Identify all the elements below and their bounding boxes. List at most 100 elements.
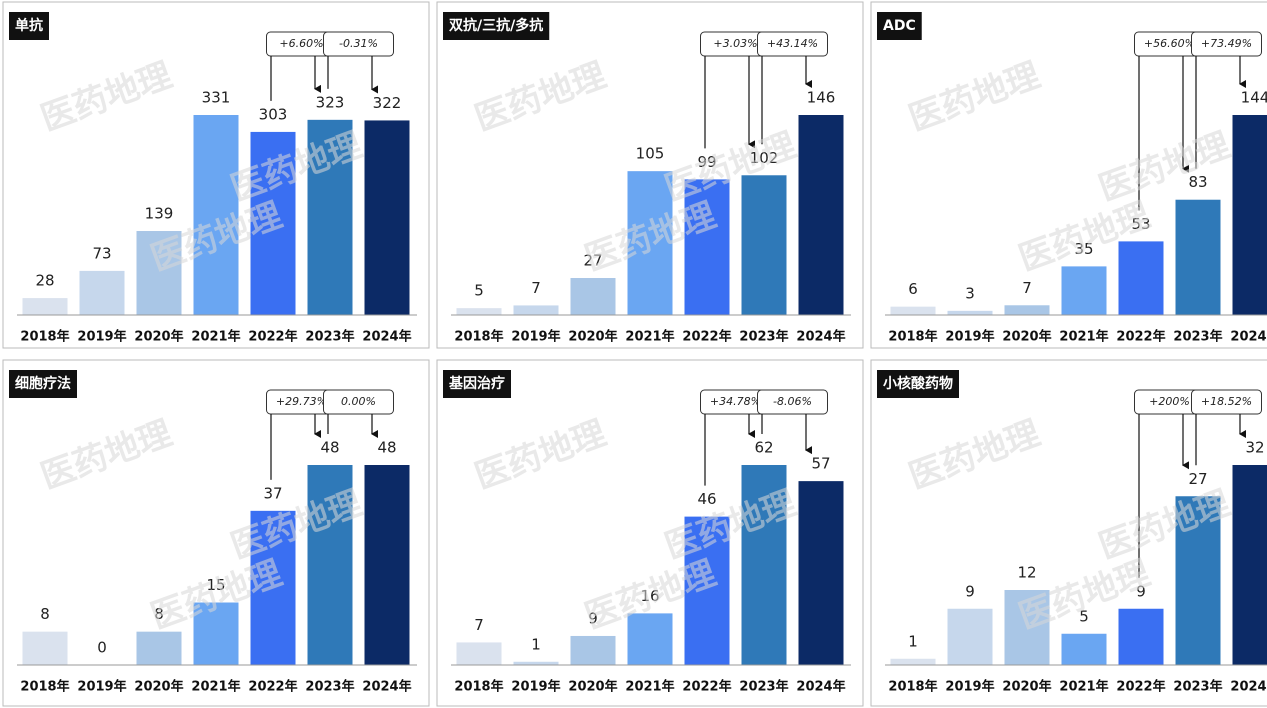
x-tick-label: 2018年 <box>454 679 503 695</box>
bar <box>1061 266 1107 315</box>
bar <box>193 115 239 315</box>
value-label: 15 <box>206 576 225 594</box>
annotation: +3.03% <box>713 37 757 50</box>
value-label: 1 <box>908 632 918 650</box>
chart-title: 基因治疗 <box>449 375 505 392</box>
x-tick-label: 2019年 <box>511 329 560 345</box>
panel-border <box>2 1 430 349</box>
x-tick-label: 2022年 <box>682 679 731 695</box>
bar <box>741 175 787 315</box>
x-tick-label: 2023年 <box>305 329 354 345</box>
value-label: 27 <box>1188 470 1207 488</box>
value-label: 146 <box>807 89 836 107</box>
x-tick-label: 2020年 <box>134 329 183 345</box>
x-tick-label: 2021年 <box>625 329 674 345</box>
x-tick-label: 2020年 <box>1002 329 1051 345</box>
x-tick-label: 2020年 <box>568 679 617 695</box>
x-tick-label: 2024年 <box>362 329 411 345</box>
x-tick-label: 2019年 <box>77 679 126 695</box>
bar <box>947 608 993 665</box>
value-label: 48 <box>320 439 339 457</box>
value-label: 8 <box>154 605 164 623</box>
bar <box>741 465 787 665</box>
x-tick-label: 2024年 <box>362 679 411 695</box>
x-tick-label: 2021年 <box>191 329 240 345</box>
x-tick-label: 2024年 <box>796 329 845 345</box>
bar <box>1004 590 1050 665</box>
chart-title: ADC <box>883 18 916 34</box>
bar <box>1175 199 1221 315</box>
bar <box>250 510 296 665</box>
value-label: 99 <box>697 153 716 171</box>
panel-border <box>436 1 864 349</box>
bar <box>307 465 353 665</box>
annotation-box <box>757 389 828 415</box>
bar <box>684 516 730 665</box>
title-background <box>877 12 922 40</box>
bar <box>798 115 844 315</box>
annotation: +43.14% <box>767 37 818 50</box>
annotation-box <box>323 389 394 415</box>
title-background <box>443 12 550 40</box>
panel-border <box>436 359 864 707</box>
bar <box>684 179 730 315</box>
x-tick-label: 2021年 <box>191 679 240 695</box>
value-label: 303 <box>259 105 288 123</box>
title-background <box>9 370 77 398</box>
bar <box>22 631 68 665</box>
value-label: 83 <box>1188 173 1207 191</box>
bar <box>1118 241 1164 315</box>
annotation: +56.60% <box>1144 37 1195 50</box>
chart-panel: 双抗/三抗/多抗 5 2018年 7 2019年 27 2020年 105 2021年 99 202… <box>436 1 864 349</box>
value-label: 331 <box>202 89 231 107</box>
bar <box>307 119 353 316</box>
bar <box>364 120 410 315</box>
value-label: 12 <box>1017 564 1036 582</box>
value-label: 7 <box>474 616 484 634</box>
value-label: 323 <box>316 93 345 111</box>
bar <box>890 306 936 315</box>
bar <box>627 613 673 665</box>
annotation: +18.52% <box>1201 395 1252 408</box>
chart-title: 单抗 <box>15 17 43 34</box>
bar <box>79 270 125 315</box>
x-tick-label: 2021年 <box>625 679 674 695</box>
bar <box>1232 465 1267 665</box>
value-label: 0 <box>97 639 107 657</box>
chart-title: 双抗/三抗/多抗 <box>449 17 543 34</box>
value-label: 32 <box>1245 439 1264 457</box>
bar <box>513 305 559 315</box>
value-label: 7 <box>531 279 541 297</box>
x-tick-label: 2019年 <box>511 679 560 695</box>
x-tick-label: 2022年 <box>1116 679 1165 695</box>
annotation-box <box>1191 31 1262 57</box>
x-tick-label: 2022年 <box>1116 329 1165 345</box>
value-label: 5 <box>474 282 484 300</box>
bar <box>250 131 296 315</box>
x-tick-label: 2020年 <box>568 329 617 345</box>
chart-title: 小核酸药物 <box>883 375 953 392</box>
annotation: -8.06% <box>773 395 812 408</box>
chart-title: 细胞疗法 <box>15 375 71 392</box>
value-label: 35 <box>1074 240 1093 258</box>
title-background <box>9 12 49 40</box>
value-label: 53 <box>1131 215 1150 233</box>
x-tick-label: 2018年 <box>20 329 69 345</box>
watermark: 医药地理 <box>36 413 177 497</box>
x-tick-label: 2018年 <box>454 329 503 345</box>
bar <box>364 465 410 665</box>
title-background <box>877 370 959 398</box>
value-label: 27 <box>583 252 602 270</box>
bar <box>1118 608 1164 665</box>
value-label: 48 <box>377 439 396 457</box>
value-label: 3 <box>965 284 975 302</box>
title-background <box>443 370 511 398</box>
x-tick-label: 2024年 <box>796 679 845 695</box>
value-label: 73 <box>92 244 111 262</box>
value-label: 102 <box>750 149 779 167</box>
x-tick-label: 2020年 <box>134 679 183 695</box>
bar <box>627 171 673 315</box>
x-tick-label: 2021年 <box>1059 679 1108 695</box>
watermark: 医药地理 <box>1094 125 1235 209</box>
value-label: 322 <box>373 94 402 112</box>
